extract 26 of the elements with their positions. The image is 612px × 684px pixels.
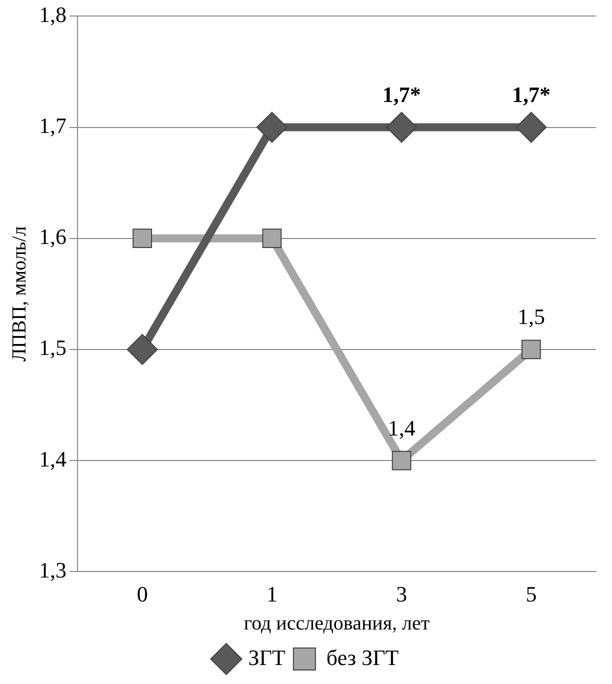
data-label: 1,7* (382, 82, 421, 107)
point (126, 334, 158, 365)
point (386, 112, 418, 143)
point (521, 340, 541, 360)
y-axis-title: ЛПВП, ммоль/л (8, 226, 30, 362)
y-tick-label: 1,3 (39, 557, 66, 582)
x-tick-label: 5 (526, 582, 537, 607)
x-tick-label: 0 (136, 582, 148, 607)
data-label: 1,5 (517, 304, 545, 330)
point (256, 112, 288, 143)
y-tick-label: 1,5 (39, 335, 66, 360)
data-label: 1,4 (388, 415, 416, 440)
y-tick-label: 1,8 (39, 2, 66, 27)
y-tick-label: 1,6 (39, 224, 66, 250)
x-tick-label: 3 (396, 582, 408, 607)
data-label: 1,7* (512, 82, 550, 107)
y-tick-label: 1,7 (39, 113, 66, 138)
legend-label: без ЗГТ (326, 644, 400, 670)
point (392, 450, 412, 470)
x-tick-label: 1 (266, 582, 278, 607)
legend-label: ЗГТ (248, 644, 286, 670)
point (516, 112, 547, 143)
y-tick-label: 1,4 (39, 446, 66, 472)
point (262, 228, 282, 248)
x-axis-title: год исследования, лет (244, 612, 430, 634)
point (132, 228, 152, 248)
